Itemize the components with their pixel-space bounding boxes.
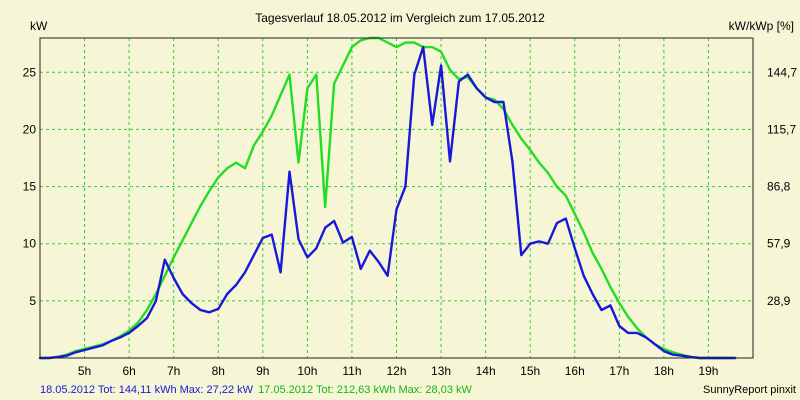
series-line-18-05-2012	[38, 45, 737, 360]
x-tick-label-7: 12h	[386, 364, 406, 378]
x-tick-label-2: 7h	[167, 364, 180, 378]
x-tick-label-10: 15h	[520, 364, 540, 378]
x-tick-label-14: 19h	[698, 364, 718, 378]
plot-frame	[39, 37, 754, 359]
legend-series-17-05: 17.05.2012 Tot: 212,63 kWh Max: 28,03 kW	[258, 384, 472, 396]
x-tick-label-5: 10h	[297, 364, 317, 378]
y-tick-label-right-3: 115,7	[767, 122, 796, 136]
x-axis-ticks: 5h 6h 7h 8h 9h 10h 11h 12h 13h 14h 15h 16h 17h 18h 19h	[78, 364, 719, 378]
x-tick-label-11: 16h	[565, 364, 585, 378]
y-tick-label-left-2: 15	[23, 180, 37, 194]
series-lines	[38, 36, 737, 360]
credit-text: SunnyReport pinxit	[703, 384, 796, 396]
y-tick-label-right-4: 144,7	[767, 65, 797, 79]
x-tick-label-6: 11h	[342, 364, 361, 378]
x-tick-label-3: 8h	[212, 364, 225, 378]
series-line-17-05-2012	[38, 36, 737, 360]
grid-lines	[40, 38, 753, 358]
x-tick-label-0: 5h	[78, 364, 91, 378]
y-tick-label-left-0: 5	[29, 294, 36, 308]
y-tick-label-left-1: 10	[23, 237, 37, 251]
x-tick-label-9: 14h	[476, 364, 496, 378]
right-axis-unit-label: kW/kWp [%]	[729, 19, 794, 33]
x-tick-label-13: 18h	[654, 364, 674, 378]
left-axis-ticks: 5 10 15 20 25	[23, 65, 37, 308]
y-tick-label-right-1: 57,9	[767, 237, 791, 251]
chart-title: Tagesverlauf 18.05.2012 im Vergleich zum…	[255, 11, 545, 25]
x-tick-label-8: 13h	[431, 364, 451, 378]
legend-series-18-05: 18.05.2012 Tot: 144,11 kWh Max: 27,22 kW	[40, 384, 254, 396]
x-tick-label-4: 9h	[256, 364, 269, 378]
y-tick-label-left-3: 20	[23, 122, 37, 136]
right-axis-ticks: 28,9 57,9 86,8 115,7 144,7	[767, 65, 797, 308]
left-axis-unit-label: kW	[30, 19, 48, 33]
footer-legend: 18.05.2012 Tot: 144,11 kWh Max: 27,22 kW…	[40, 384, 472, 396]
y-tick-label-right-2: 86,8	[767, 180, 791, 194]
y-tick-label-left-4: 25	[23, 65, 37, 79]
x-tick-label-1: 6h	[122, 364, 135, 378]
x-tick-label-12: 17h	[609, 364, 629, 378]
y-tick-label-right-0: 28,9	[767, 294, 791, 308]
